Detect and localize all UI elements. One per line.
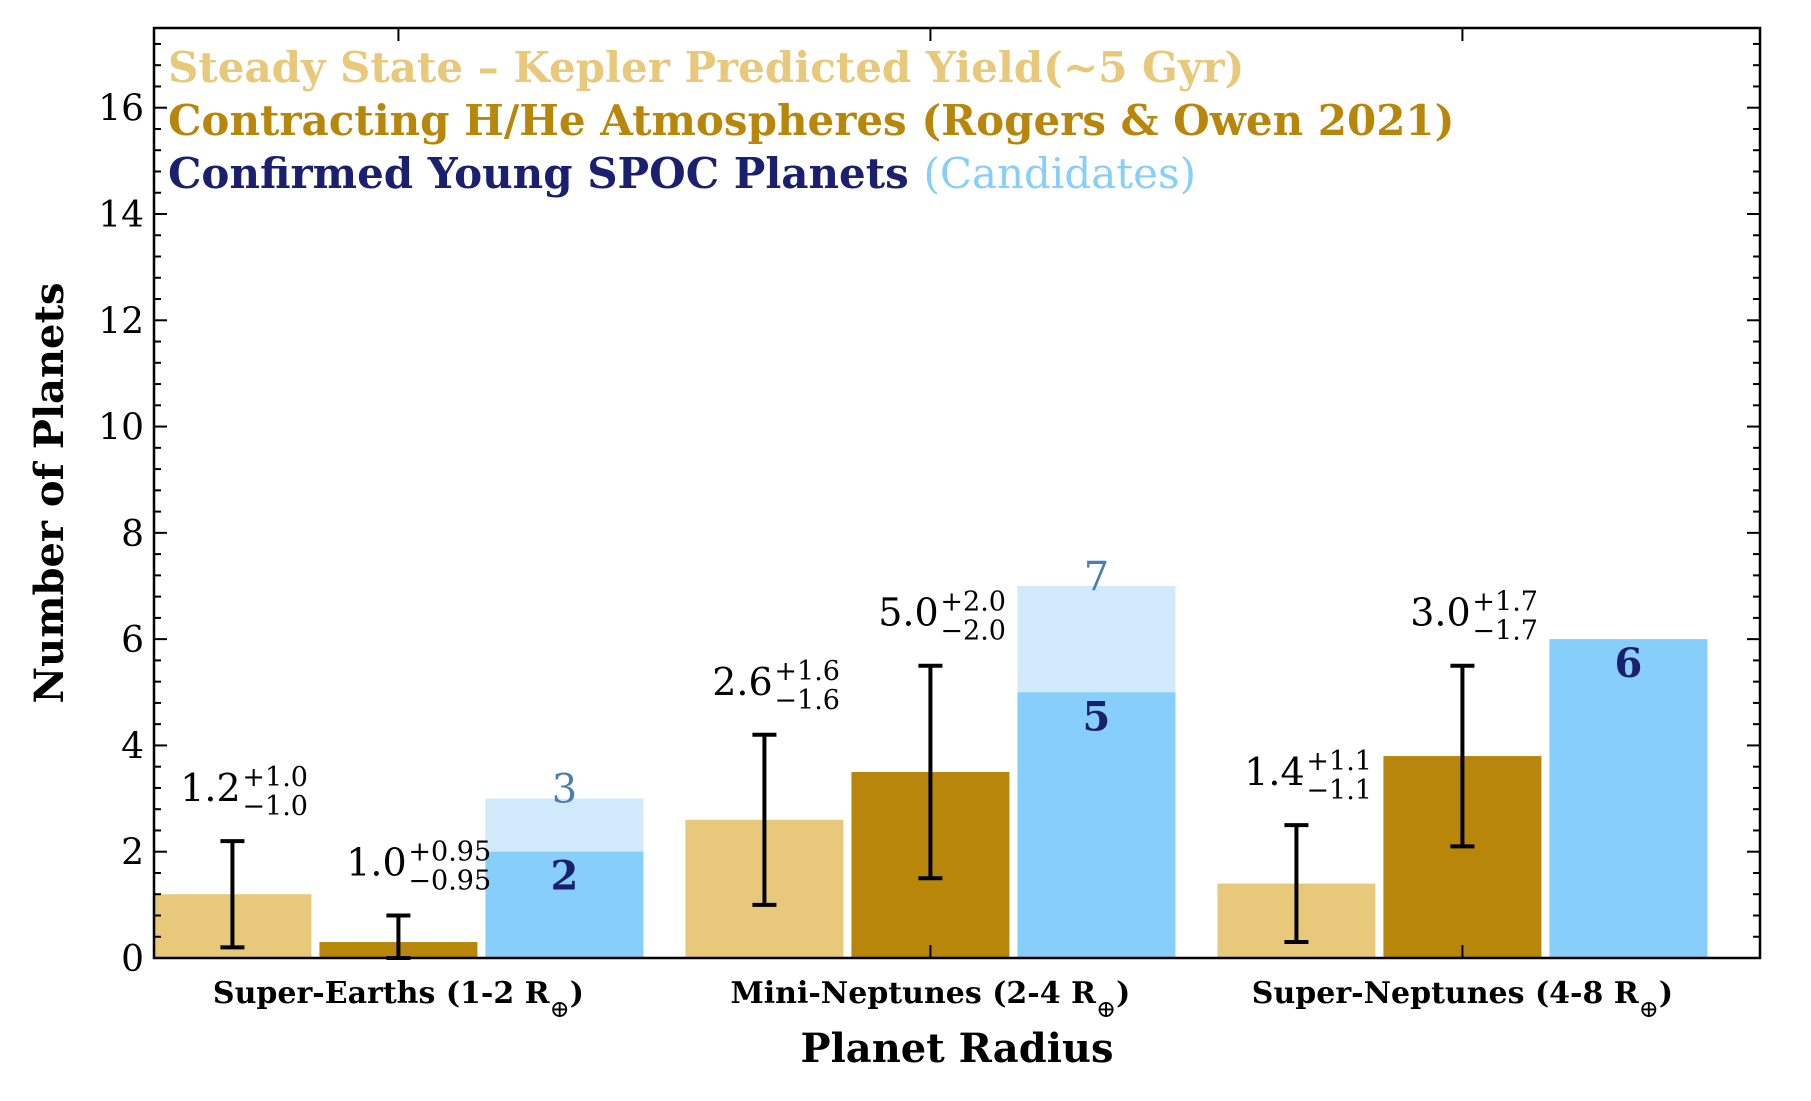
data-label: 5.0 — [878, 591, 938, 635]
plot-frame — [152, 26, 1762, 960]
data-label-confirmed: 6 — [1615, 640, 1643, 687]
data-label: 2.6 — [712, 660, 772, 704]
y-tick-label: 4 — [121, 726, 144, 767]
legend-entry-steady-state: Steady State – Kepler Predicted Yield(~5… — [168, 43, 1244, 92]
data-label-minus: −2.0 — [940, 616, 1006, 647]
data-label-minus: −1.0 — [242, 791, 308, 822]
axes-layer — [152, 26, 1762, 960]
y-tick-label: 2 — [121, 833, 144, 874]
legend-entry-confirmed: Confirmed Young SPOC Planets (Candidates… — [168, 149, 1196, 198]
data-label-minus: −0.95 — [408, 865, 491, 896]
data-label: 1.0 — [346, 840, 406, 884]
data-label-confirmed: 2 — [551, 853, 579, 900]
x-tick-label: Mini-Neptunes (2-4 R⊕) — [731, 976, 1131, 1023]
y-tick-label: 8 — [121, 514, 144, 555]
data-label-plus: +1.0 — [242, 762, 308, 793]
y-axis-label: Number of Planets — [26, 283, 73, 704]
data-label-minus: −1.1 — [1306, 775, 1372, 806]
data-label-candidates: 7 — [1084, 554, 1109, 600]
data-label: 3.0 — [1410, 591, 1470, 635]
data-label-candidates: 3 — [552, 767, 577, 813]
y-tick-label: 6 — [121, 620, 144, 661]
data-label-confirmed: 5 — [1083, 693, 1111, 740]
data-label-plus: +2.0 — [940, 587, 1006, 618]
bar-labels-layer: Super-Earths (1-2 R⊕) 1.2 +1.0−1.0 1.0 +0.95… — [180, 554, 1673, 1023]
legend: Steady State – Kepler Predicted Yield(~5… — [168, 43, 1455, 198]
legend-entry-contracting: Contracting H/He Atmospheres (Rogers & O… — [168, 96, 1455, 145]
ticks-layer: 0 2 4 6 8 10 12 14 16 — [98, 28, 1760, 980]
data-label: 1.4 — [1244, 750, 1304, 794]
data-label-plus: +1.1 — [1306, 746, 1372, 777]
legend-entry-confirmed-label: Confirmed Young SPOC Planets — [168, 149, 923, 198]
data-label-plus: +1.7 — [1472, 587, 1538, 618]
y-tick-label: 14 — [98, 195, 144, 236]
y-tick-label: 16 — [98, 89, 144, 130]
bar-confirmed — [485, 851, 644, 958]
data-label-plus: +1.6 — [774, 656, 840, 687]
data-label-minus: −1.6 — [774, 685, 840, 716]
y-tick-label: 0 — [121, 939, 144, 980]
legend-entry-candidates-label: (Candidates) — [923, 149, 1196, 198]
bar-confirmed — [1017, 692, 1176, 958]
y-tick-label: 10 — [98, 408, 144, 449]
y-tick-label: 12 — [98, 301, 144, 342]
data-label: 1.2 — [180, 766, 240, 810]
bar-confirmed — [1549, 639, 1708, 958]
bars-layer — [153, 586, 1708, 958]
data-label-minus: −1.7 — [1472, 616, 1538, 647]
data-label-plus: +0.95 — [408, 836, 491, 867]
x-tick-label: Super-Earths (1-2 R⊕) — [213, 976, 584, 1023]
x-axis-label: Planet Radius — [801, 1025, 1114, 1072]
x-tick-label: Super-Neptunes (4-8 R⊕) — [1252, 976, 1673, 1023]
